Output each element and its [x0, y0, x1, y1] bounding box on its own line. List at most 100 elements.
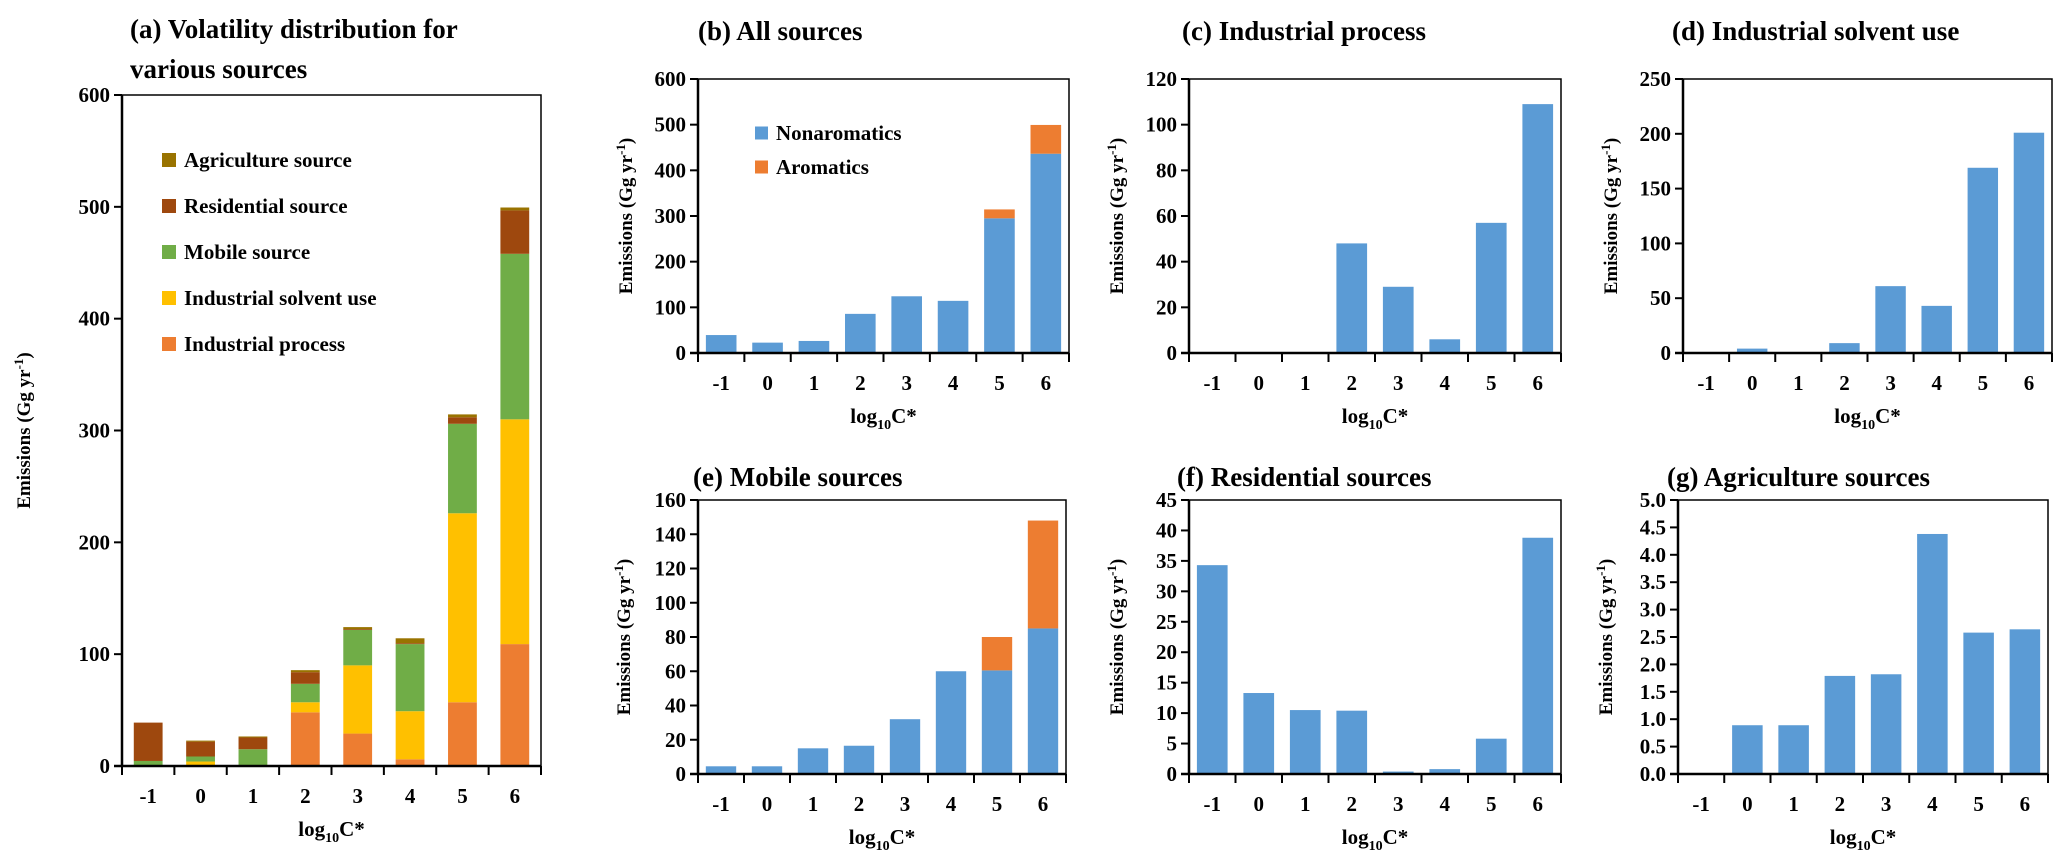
x-tick-label: -1	[712, 371, 730, 395]
x-tick-label: 6	[1041, 371, 1052, 395]
y-tick-label: 600	[79, 83, 111, 107]
x-label-text: log	[850, 404, 877, 428]
bar-nonaromatics-2	[845, 313, 876, 353]
legend-swatch	[162, 291, 176, 305]
x-tick-label: 0	[195, 784, 206, 808]
bar-emissions-6	[2009, 629, 2041, 774]
y-tick-label: 4.0	[1640, 543, 1666, 567]
bar-residential-source--1	[133, 722, 163, 761]
bar-residential-source-4	[395, 643, 425, 645]
y-axis-label: Emissions (Gg yr-1)	[1104, 138, 1128, 295]
y-tick-label: 20	[1156, 295, 1177, 319]
x-tick-label: 5	[1486, 792, 1497, 816]
y-tick-label: 100	[655, 295, 687, 319]
x-tick-label: 0	[1742, 792, 1753, 816]
panel-a: (a) Volatility distribution for various s…	[11, 14, 542, 846]
x-label-text: log	[849, 825, 876, 849]
y-label-text: )	[614, 559, 635, 565]
x-tick-label: 6	[2020, 792, 2031, 816]
bar-aromatics-6	[1030, 124, 1062, 154]
y-tick-label: 80	[665, 625, 686, 649]
panel-g: (g) Agriculture sources 0.0 0.5 1.0 1.5 2.0 2.…	[1593, 462, 2049, 854]
y-tick-label: 2.5	[1640, 625, 1666, 649]
y-axis-label: Emissions (Gg yr-1)	[11, 352, 35, 509]
x-label-text: log	[1830, 825, 1857, 849]
x-axis-label: log10C*	[1830, 825, 1897, 854]
y-tick-label: 120	[655, 557, 687, 581]
y-tick-label: 15	[1156, 671, 1177, 695]
y-label-superscript: -1	[613, 144, 628, 155]
bar-mobile-source-2	[290, 683, 320, 703]
y-tick-label: 150	[1640, 177, 1672, 201]
y-axis-label: Emissions (Gg yr-1)	[1598, 138, 1622, 295]
y-label-text: Emissions (Gg yr	[1596, 575, 1617, 715]
legend-label: Aromatics	[776, 155, 869, 179]
y-tick-label: 2.0	[1640, 652, 1666, 676]
y-tick-label: 200	[655, 250, 687, 274]
bar-residential-source-2	[290, 672, 320, 684]
panel-c: (c) Industrial process 0 20 40 60 80 100 120 -1 0…	[1104, 16, 1562, 433]
y-tick-label: 35	[1156, 549, 1177, 573]
x-tick-label: 2	[854, 792, 865, 816]
x-label-subscript: 10	[1857, 839, 1871, 854]
y-tick-label: 50	[1650, 286, 1671, 310]
bar-industrial-process-6	[500, 644, 530, 766]
x-tick-label: 4	[1931, 371, 1942, 395]
y-tick-label: 600	[655, 67, 687, 91]
bar-nonaromatics-5	[981, 670, 1013, 774]
x-label-text: C*	[890, 825, 916, 849]
y-label-text: )	[1107, 559, 1128, 565]
legend: Agriculture source Residential source Mobi…	[162, 148, 377, 356]
bar-nonaromatics-5	[984, 218, 1015, 353]
y-label-text: Emissions (Gg yr	[614, 575, 635, 715]
x-tick-label: 4	[1440, 371, 1451, 395]
y-tick-label: 5	[1167, 732, 1178, 756]
y-tick-label: 45	[1156, 488, 1177, 512]
y-tick-label: 60	[665, 659, 686, 683]
y-tick-label: 0	[1167, 341, 1178, 365]
y-tick-label: 120	[1146, 67, 1178, 91]
y-label-text: )	[616, 138, 637, 144]
bar-agriculture-source-0	[186, 740, 215, 742]
bar-nonaromatics-0	[751, 766, 783, 774]
y-tick-label: 0.5	[1640, 735, 1666, 759]
bar-industrial-solvent-use-0	[186, 761, 215, 766]
panel-title: (e) Mobile sources	[693, 462, 902, 492]
y-tick-label: 0	[1167, 762, 1178, 786]
x-tick-label: 3	[1393, 371, 1404, 395]
bar-emissions-5	[1475, 738, 1507, 774]
x-tick-label: 1	[1300, 371, 1311, 395]
x-tick-label: 0	[1254, 371, 1265, 395]
y-tick-label: 300	[79, 419, 111, 443]
bar-mobile-source-4	[395, 644, 425, 712]
bar-nonaromatics-4	[937, 300, 969, 353]
x-tick-label: 1	[808, 792, 819, 816]
bar-nonaromatics-0	[752, 342, 783, 353]
x-label-text: C*	[1383, 825, 1409, 849]
x-tick-label: 5	[1486, 371, 1497, 395]
x-label-subscript: 10	[1369, 418, 1383, 433]
bar-emissions-4	[1429, 339, 1461, 353]
x-tick-label: 0	[1254, 792, 1265, 816]
y-tick-label: 40	[1156, 518, 1177, 542]
panel-title: (f) Residential sources	[1177, 462, 1431, 492]
x-tick-label: 5	[992, 792, 1003, 816]
x-tick-label: 5	[1978, 371, 1989, 395]
x-tick-label: 3	[900, 792, 911, 816]
x-label-subscript: 10	[1861, 418, 1875, 433]
bar-residential-source-3	[343, 629, 373, 630]
x-label-text: log	[1342, 404, 1369, 428]
bar-industrial-process-4	[395, 759, 425, 766]
bar-industrial-solvent-use-2	[290, 702, 320, 713]
x-tick-label: 0	[762, 792, 773, 816]
x-tick-label: 6	[1533, 792, 1544, 816]
panel-title: (a) Volatility distribution for	[130, 14, 458, 44]
y-tick-label: 160	[655, 488, 687, 512]
x-axis-label: log10C*	[849, 825, 916, 854]
y-tick-label: 10	[1156, 701, 1177, 725]
y-tick-label: 80	[1156, 158, 1177, 182]
bar-aromatics-5	[984, 209, 1015, 219]
bar-emissions-5	[1967, 167, 1999, 353]
bar-nonaromatics-1	[798, 340, 830, 353]
